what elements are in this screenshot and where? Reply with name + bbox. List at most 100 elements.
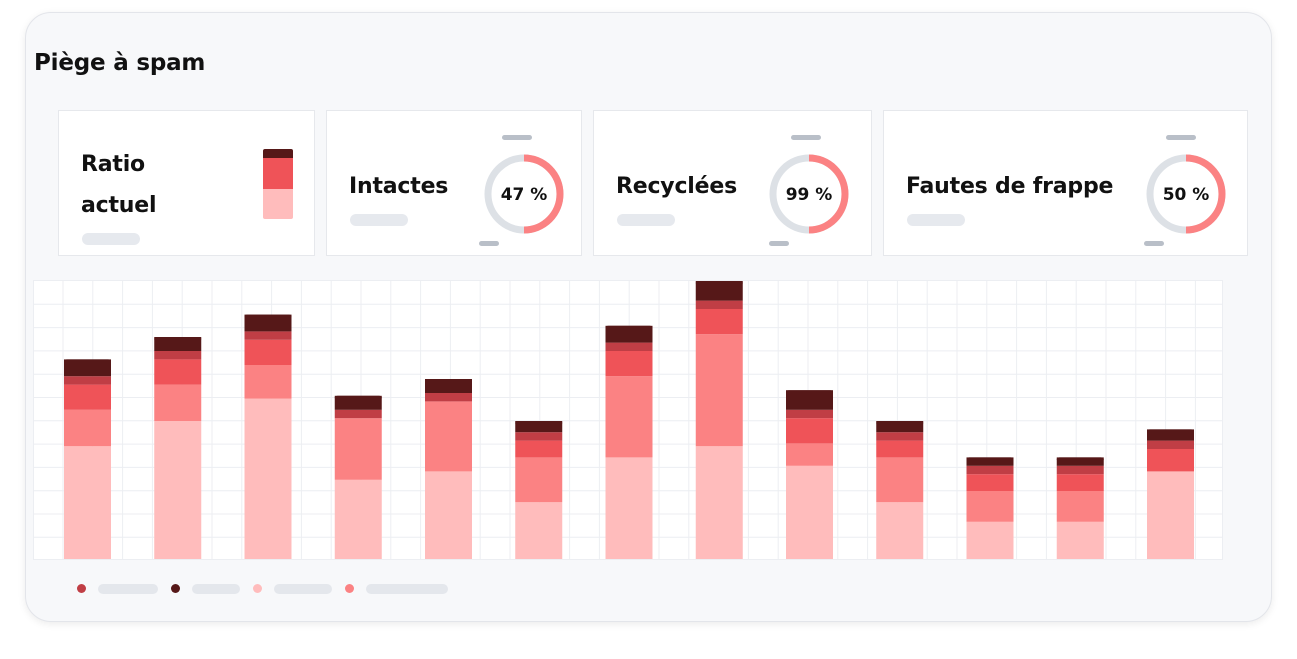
bar-segment (1056, 521, 1104, 559)
bar-segment (64, 376, 111, 385)
bar-segment (425, 401, 472, 472)
bar-cap (515, 421, 563, 425)
recyclees-donut: 99 % (759, 135, 859, 246)
bar-segment (876, 432, 924, 441)
ratio-segment-light (263, 189, 293, 219)
donut-ring (1146, 154, 1226, 234)
bar-cap (244, 314, 292, 319)
bar-segment (876, 421, 924, 433)
bar-segment (515, 502, 563, 559)
fautes-donut: 50 % (1136, 135, 1236, 246)
intactes-percent: 47 % (500, 185, 548, 205)
donut-ring (769, 154, 849, 234)
bar-segment (244, 331, 292, 340)
bar-segment (154, 351, 202, 360)
bar-segment (1056, 491, 1104, 522)
donut-tick-top (791, 135, 821, 140)
bar-segment (966, 474, 1014, 491)
intactes-card: Intactes 47 % (326, 110, 582, 256)
bar-cap (154, 337, 202, 341)
ratio-segment-medium (263, 158, 293, 189)
intactes-donut: 47 % (474, 135, 574, 246)
intactes-placeholder (350, 214, 408, 226)
bar-segment (695, 281, 743, 301)
bar-segment (695, 309, 743, 335)
bar-segment (966, 465, 1014, 475)
ratio-label-line2: actuel (81, 193, 157, 218)
bar-segment (605, 351, 653, 377)
bar-segment (786, 443, 833, 466)
bar-segment (966, 521, 1014, 559)
fautes-arc (1185, 154, 1226, 234)
bar-cap (786, 390, 833, 395)
bar-segment (425, 471, 472, 559)
fautes-card: Fautes de frappe 50 % (883, 110, 1248, 256)
ratio-placeholder (82, 233, 140, 245)
bar-segment (876, 440, 924, 458)
bar-segment (966, 491, 1014, 522)
bar-segment (515, 440, 563, 458)
bar-segment (244, 314, 292, 332)
bar-cap (1147, 429, 1194, 434)
bar-segment (786, 409, 833, 419)
bar-segment (64, 446, 111, 559)
bar-cap (334, 395, 382, 400)
bar-segment (786, 390, 833, 410)
donut-tick-bottom (479, 241, 499, 246)
bar-segment (244, 365, 292, 399)
bar-segment (1147, 449, 1194, 472)
legend-dot-3 (253, 584, 262, 593)
bar-cap (695, 281, 743, 285)
bar-segment (1147, 440, 1194, 449)
bar-cap (876, 421, 924, 425)
legend-label-4 (366, 584, 448, 594)
bar-segment (515, 421, 563, 433)
bar-segment (244, 339, 292, 365)
legend-dot-4 (345, 584, 354, 593)
bar-segment (515, 457, 563, 503)
intactes-arc (523, 154, 564, 234)
bar-segment (695, 300, 743, 309)
page-title: Piège à spam (34, 50, 206, 76)
legend-dot-1 (77, 584, 86, 593)
intactes-label: Intactes (349, 174, 449, 199)
donut-ring (484, 154, 564, 234)
bar-segment (244, 398, 292, 559)
bar-segment (334, 418, 382, 480)
ratio-stack-icon (263, 149, 293, 219)
recyclees-arc (808, 154, 849, 234)
bar-segment (1056, 474, 1104, 491)
donut-tick-top (1166, 135, 1196, 140)
bar-segment (64, 409, 111, 447)
bar-cap (966, 457, 1014, 462)
stacked-bar-chart (33, 280, 1223, 560)
bar-segment (425, 393, 472, 402)
bar-segment (605, 342, 653, 351)
bar-cap (1056, 457, 1104, 462)
bar-segment (334, 409, 382, 419)
chart-svg (34, 281, 1222, 559)
bar-cap (64, 359, 111, 364)
bar-cap (425, 379, 472, 383)
bar-segment (154, 359, 202, 385)
bar-segment (966, 457, 1014, 466)
recyclees-label: Recyclées (616, 174, 737, 199)
bar-segment (334, 479, 382, 559)
bar-segment (1056, 457, 1104, 466)
bar-segment (695, 446, 743, 559)
bar-segment (64, 359, 111, 377)
bar-segment (154, 384, 202, 421)
recyclees-percent: 99 % (785, 185, 833, 205)
legend-dot-2 (171, 584, 180, 593)
donut-tick-bottom (769, 241, 789, 246)
bar-segment (605, 325, 653, 343)
bar-segment (786, 465, 833, 559)
bar-segment (1147, 471, 1194, 559)
bar-cap (605, 325, 653, 330)
bar-segment (515, 432, 563, 441)
ratio-label-line1: Ratio (81, 152, 145, 177)
legend-label-1 (98, 584, 158, 594)
bar-segment (605, 457, 653, 559)
bar-segment (154, 421, 202, 559)
bar-segment (695, 334, 743, 447)
